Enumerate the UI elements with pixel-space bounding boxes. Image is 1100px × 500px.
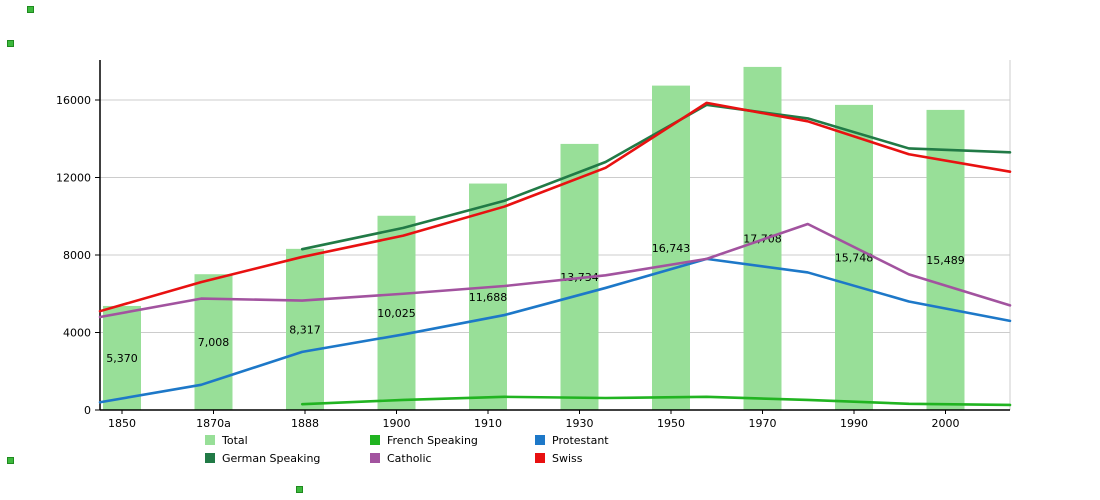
y-tick-label: 4000 — [63, 327, 91, 340]
legend-item-french-speaking: French Speaking — [370, 431, 535, 449]
selection-handle[interactable] — [296, 486, 303, 493]
line-catholic — [98, 222, 1012, 319]
legend-swatch-catholic — [370, 453, 380, 463]
x-tick-label: 1910 — [474, 417, 502, 430]
selection-handle[interactable] — [7, 457, 14, 464]
bar-value-label: 15,748 — [835, 251, 874, 264]
x-tick-label: 1888 — [291, 417, 319, 430]
y-tick-label: 8000 — [63, 249, 91, 262]
bar-total — [652, 85, 690, 411]
y-tick-label: 16000 — [56, 94, 91, 107]
legend-swatch-protestant — [535, 435, 545, 445]
selection-handle[interactable] — [27, 6, 34, 13]
line-swiss — [98, 101, 1012, 313]
y-tick-label: 12000 — [56, 172, 91, 185]
x-tick-label: 1950 — [657, 417, 685, 430]
legend-item-swiss: Swiss — [535, 449, 700, 467]
x-tick-label: 2000 — [932, 417, 960, 430]
legend-item-protestant: Protestant — [535, 431, 700, 449]
bar-total — [835, 104, 873, 410]
legend-label-french-speaking: French Speaking — [387, 433, 478, 447]
bar-total — [286, 248, 324, 410]
x-tick-label: 1850 — [108, 417, 136, 430]
chart-legend: Total German Speaking French Speaking Ca… — [205, 431, 700, 467]
bar-value-label: 11,688 — [469, 291, 508, 304]
legend-label-total: Total — [222, 433, 248, 447]
line-german-speaking — [300, 103, 1012, 251]
bar-value-label: 7,008 — [198, 336, 230, 349]
x-tick-label: 1990 — [840, 417, 868, 430]
bar-value-label: 15,489 — [926, 254, 965, 267]
x-tick-label: 1970 — [749, 417, 777, 430]
bar-total — [194, 274, 233, 410]
legend-label-swiss: Swiss — [552, 451, 583, 465]
bar-value-label: 5,370 — [106, 352, 138, 365]
x-tick-label: 1930 — [566, 417, 594, 430]
selection-handle[interactable] — [7, 40, 14, 47]
y-tick-label: 0 — [84, 404, 91, 417]
legend-item-total: Total — [205, 431, 370, 449]
legend-label-catholic: Catholic — [387, 451, 432, 465]
bar-total — [103, 305, 141, 410]
legend-swatch-german-speaking — [205, 453, 215, 463]
bar-total — [377, 215, 416, 410]
bar-value-label: 8,317 — [289, 323, 321, 336]
line-protestant — [98, 257, 1012, 404]
bar-value-label: 10,025 — [377, 307, 416, 320]
legend-item-german-speaking: German Speaking — [205, 449, 370, 467]
x-tick-label: 1900 — [383, 417, 411, 430]
legend-label-german-speaking: German Speaking — [222, 451, 321, 465]
legend-label-protestant: Protestant — [552, 433, 609, 447]
legend-swatch-total — [205, 435, 215, 445]
x-tick-label: 1870a — [196, 417, 231, 430]
legend-swatch-swiss — [535, 453, 545, 463]
legend-item-catholic: Catholic — [370, 449, 535, 467]
legend-swatch-french-speaking — [370, 435, 380, 445]
line-french-speaking — [300, 395, 1012, 407]
bar-total — [469, 183, 507, 410]
bar-value-label: 16,743 — [652, 242, 691, 255]
